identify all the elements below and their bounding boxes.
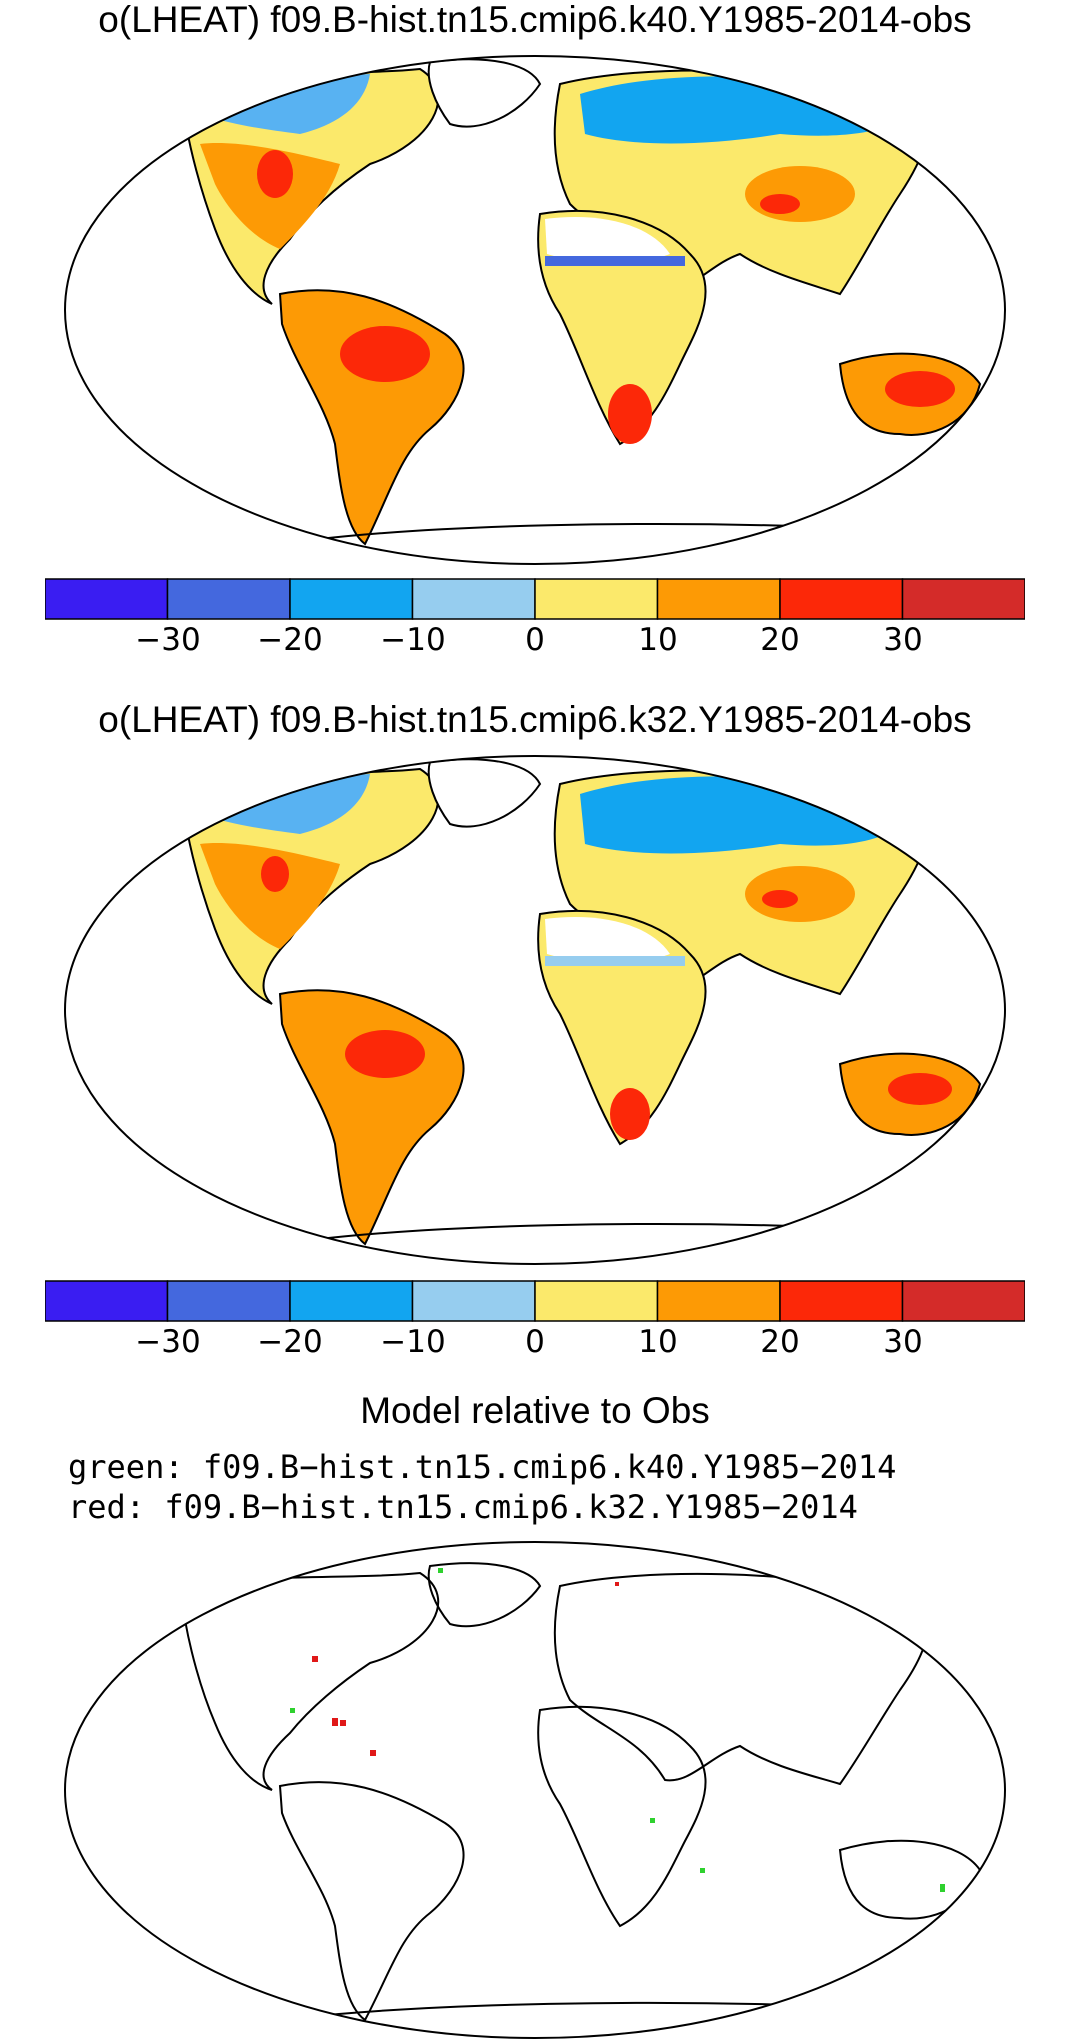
colorbar-1 <box>45 578 1025 620</box>
colorbar-swatch <box>289 1280 414 1322</box>
tick-label: 20 <box>760 1324 800 1360</box>
tick-label: 20 <box>760 622 800 658</box>
colorbar-swatch <box>411 578 536 620</box>
panel-2-title: o(LHEAT) f09.B-hist.tn15.cmip6.k32.Y1985… <box>98 699 972 740</box>
panel-1-title: o(LHEAT) f09.B-hist.tn15.cmip6.k40.Y1985… <box>98 0 972 40</box>
africa-shade <box>537 210 707 446</box>
colorbar-swatch <box>166 1280 291 1322</box>
colorbar-swatch <box>779 578 904 620</box>
tick-label: −30 <box>135 622 201 658</box>
continents-panel-1 <box>156 58 982 546</box>
colorbar-swatch <box>779 1280 904 1322</box>
tick-label: −20 <box>257 622 323 658</box>
tick-label: −20 <box>257 1324 323 1360</box>
colorbar-swatch <box>45 1280 169 1322</box>
tick-label: 10 <box>638 622 678 658</box>
tick-label: −30 <box>135 1324 201 1360</box>
tick-label: −10 <box>380 622 446 658</box>
red-legend-label: red: f09.B−hist.tn15.cmip6.k32.Y1985−201… <box>68 1488 858 1526</box>
tick-label: 0 <box>525 622 545 658</box>
map-frame-3 <box>64 1541 1006 2039</box>
tick-label: 30 <box>883 622 923 658</box>
colorbar-swatch <box>411 1280 536 1322</box>
continent-outlines <box>156 1562 982 2022</box>
map-panel-2 <box>64 755 1006 1265</box>
colorbar-swatch <box>901 1280 1025 1322</box>
colorbar-swatch <box>901 578 1025 620</box>
continents-panel-2 <box>156 758 982 1246</box>
tick-label: −10 <box>380 1324 446 1360</box>
colorbar-2 <box>45 1280 1025 1322</box>
colorbar-swatch <box>656 578 781 620</box>
map-frame-2 <box>64 755 1006 1265</box>
map-frame-1 <box>64 55 1006 565</box>
colorbar-swatch <box>534 578 659 620</box>
tick-label: 30 <box>883 1324 923 1360</box>
tick-label: 0 <box>525 1324 545 1360</box>
colorbar-2-ticks: −30 −20 −10 0 10 20 30 <box>0 1324 1070 1364</box>
colorbar-swatch <box>166 578 291 620</box>
colorbar-1-ticks: −30 −20 −10 0 10 20 30 <box>0 622 1070 662</box>
colorbar-swatch <box>45 578 169 620</box>
colorbar-swatch <box>534 1280 659 1322</box>
difference-markers <box>290 1568 945 1892</box>
colorbar-swatch <box>289 578 414 620</box>
map-panel-1 <box>64 55 1006 565</box>
tick-label: 10 <box>638 1324 678 1360</box>
green-legend-label: green: f09.B−hist.tn15.cmip6.k40.Y1985−2… <box>68 1448 897 1486</box>
colorbar-swatch <box>656 1280 781 1322</box>
comparison-title: Model relative to Obs <box>360 1390 710 1431</box>
map-comparison <box>64 1541 1006 2039</box>
